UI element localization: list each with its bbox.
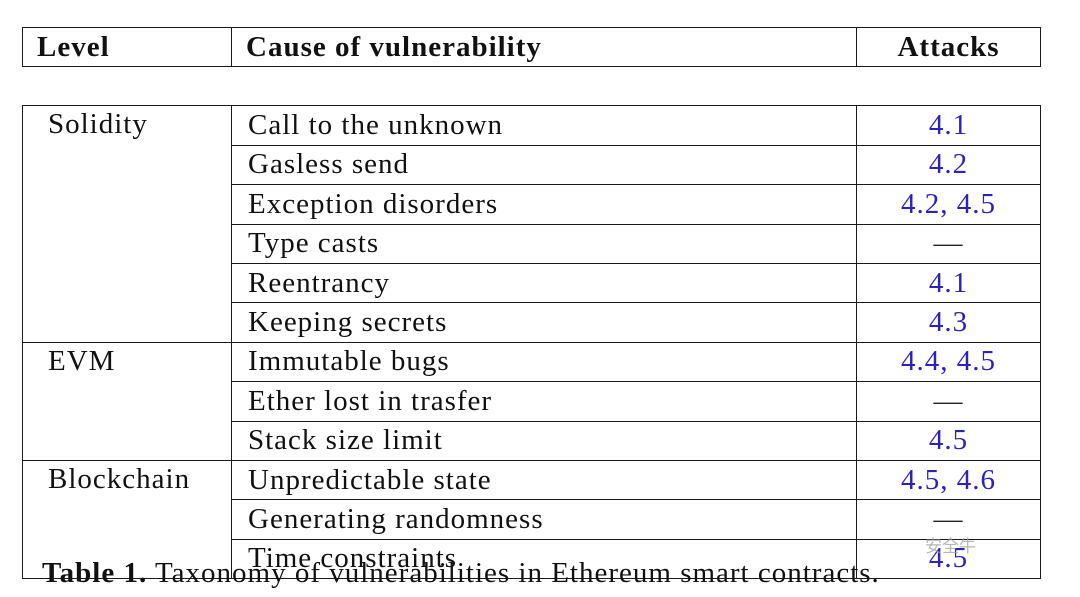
attacks-link-cell[interactable]: 4.1 bbox=[856, 105, 1041, 146]
cause-cell: Keeping secrets bbox=[231, 302, 857, 343]
header-level: Level bbox=[22, 27, 232, 67]
table-caption: Table 1. Taxonomy of vulnerabilities in … bbox=[42, 557, 880, 590]
attacks-cell-none: — bbox=[856, 499, 1041, 540]
attacks-cell-none: — bbox=[856, 381, 1041, 422]
table-body: Solidity Call to the unknown 4.1 Gasless se… bbox=[22, 65, 1041, 580]
table-header-row: Level Cause of vulnerability Attacks bbox=[22, 27, 1041, 67]
attacks-link-cell[interactable]: 4.5 bbox=[856, 420, 1041, 461]
cause-cell: Reentrancy bbox=[231, 262, 857, 304]
caption-text: Taxonomy of vulnerabilities in Ethereum … bbox=[147, 557, 880, 589]
level-cell: Solidity bbox=[22, 105, 232, 343]
table-row: Gasless send 4.2 bbox=[23, 144, 1041, 186]
attacks-link-cell[interactable]: 4.4, 4.5 bbox=[856, 341, 1041, 383]
cause-cell: Generating randomness bbox=[231, 499, 857, 540]
header-cause: Cause of vulnerability bbox=[231, 27, 857, 67]
table-row: Time constraints 4.5 bbox=[23, 538, 1041, 580]
attacks-link-cell[interactable]: 4.5 bbox=[856, 538, 1041, 580]
header-rule-gap bbox=[22, 65, 1041, 106]
attacks-link-cell[interactable]: 4.2, 4.5 bbox=[856, 184, 1041, 225]
cause-cell: Immutable bugs bbox=[231, 341, 857, 383]
cause-cell: Ether lost in trasfer bbox=[231, 381, 857, 422]
cause-cell: Call to the unknown bbox=[231, 105, 857, 146]
attacks-cell-none: — bbox=[856, 223, 1041, 264]
cause-cell: Unpredictable state bbox=[231, 459, 857, 501]
table-row: Generating randomness — bbox=[23, 499, 1041, 540]
caption-label: Table 1. bbox=[42, 557, 148, 589]
table-row: Ether lost in trasfer — bbox=[23, 381, 1041, 422]
cause-cell: Stack size limit bbox=[231, 420, 857, 461]
table-row: EVM Immutable bugs 4.4, 4.5 bbox=[22, 341, 1041, 461]
attacks-link-cell[interactable]: 4.1 bbox=[856, 262, 1041, 304]
table-row: Blockchain Unpredictable state 4.5, 4.6 bbox=[22, 459, 1041, 580]
attacks-link-cell[interactable]: 4.2 bbox=[856, 144, 1041, 186]
table-row: Reentrancy 4.1 bbox=[23, 262, 1041, 304]
watermark: 安全牛 bbox=[925, 537, 976, 557]
table-row: Stack size limit 4.5 bbox=[23, 420, 1041, 461]
header-attacks: Attacks bbox=[856, 27, 1041, 67]
level-cell: EVM bbox=[22, 341, 232, 461]
cause-cell: Gasless send bbox=[231, 144, 857, 186]
vulnerability-table: Level Cause of vulnerability Attacks Sol… bbox=[22, 27, 1041, 580]
table-row: Type casts — bbox=[23, 223, 1041, 264]
cause-cell: Type casts bbox=[231, 223, 857, 264]
cause-cell: Exception disorders bbox=[231, 184, 857, 225]
cause-cell: Time constraints bbox=[231, 538, 857, 580]
attacks-link-cell[interactable]: 4.3 bbox=[856, 302, 1041, 343]
table-row: Keeping secrets 4.3 bbox=[23, 302, 1041, 343]
attacks-link-cell[interactable]: 4.5, 4.6 bbox=[856, 459, 1041, 501]
table-row: Solidity Call to the unknown 4.1 bbox=[22, 105, 1041, 343]
